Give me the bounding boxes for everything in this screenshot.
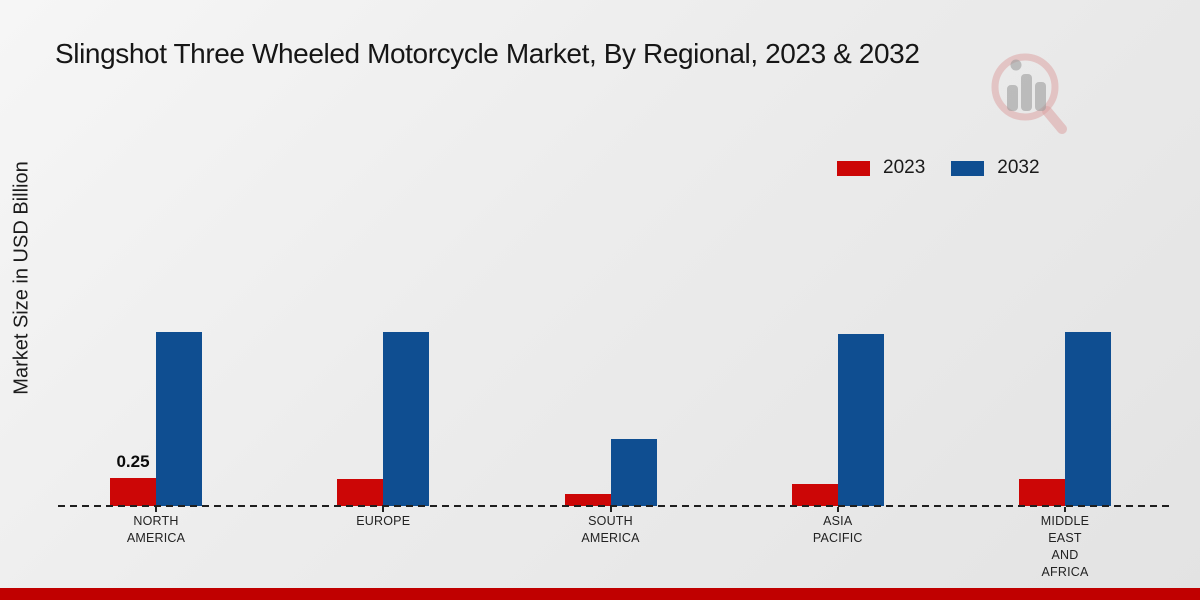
bar-2023-asia-pacific (791, 484, 838, 506)
x-axis-tick-north-america (155, 507, 157, 512)
bar-2032-asia-pacific (837, 334, 884, 506)
legend: 2023 2032 (837, 157, 1040, 179)
bar-2032-middle-east-and-africa (1065, 332, 1111, 506)
x-axis-label-asia-pacific: ASIA PACIFIC (812, 514, 863, 545)
x-axis-tick-south-america (609, 507, 612, 512)
footer-bar (0, 588, 1200, 600)
legend-item-2032: 2032 (951, 157, 1040, 179)
x-axis-label-north-america: NORTH AMERICA (126, 514, 186, 545)
legend-label-2023: 2023 (883, 157, 926, 178)
legend-label-2032: 2032 (997, 157, 1040, 178)
legend-item-2023: 2023 (837, 157, 925, 179)
x-axis-tick-asia-pacific (836, 507, 839, 512)
bar-2032-europe (383, 332, 430, 506)
x-axis-label-south-america: SOUTH AMERICA (581, 514, 640, 545)
x-axis-line (58, 505, 1170, 507)
bar-2023-south-america (564, 494, 611, 506)
legend-swatch-2023 (837, 160, 870, 176)
y-axis-label: Market Size in USD Billion (10, 161, 33, 395)
bar-2032-south-america (610, 439, 657, 506)
bar-2023-north-america (110, 478, 156, 506)
x-axis-label-middle-east-and-africa: MIDDLE EAST AND AFRICA (1040, 514, 1090, 579)
x-axis-label-europe: EUROPE (356, 514, 411, 528)
magnifier-bar-chart-watermark-icon (991, 53, 1067, 134)
bar-2023-middle-east-and-africa (1019, 479, 1065, 506)
x-axis-tick-middle-east-and-africa (1064, 507, 1066, 512)
data-label-2023-north-america: 0.25 (116, 452, 150, 471)
x-axis-tick-europe (382, 507, 385, 512)
bar-2023-europe (337, 479, 384, 506)
legend-swatch-2032 (951, 160, 985, 176)
chart-title: Slingshot Three Wheeled Motorcycle Marke… (55, 38, 920, 69)
bar-2032-north-america (156, 332, 202, 506)
